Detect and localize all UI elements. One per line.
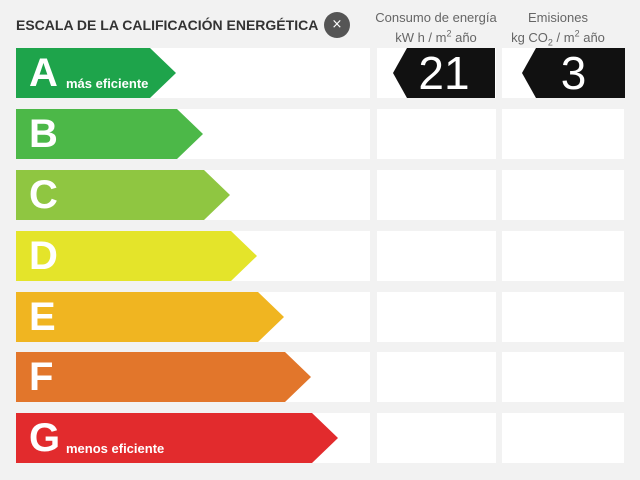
scale-title: ESCALA DE LA CALIFICACIÓN ENERGÉTICA [16,17,319,33]
rating-arrow-b: B [16,109,203,159]
close-button[interactable]: × [324,12,350,38]
emisiones-cell-c [502,170,624,220]
emisiones-cell-e [502,292,624,342]
consumo-cell-g [377,413,496,463]
rating-arrow-f: F [16,352,311,402]
rating-sublabel: más eficiente [66,76,149,91]
consumo-cell-e [377,292,496,342]
rating-arrow-e: E [16,292,284,342]
rating-letter: B [29,112,58,156]
rating-letter: C [29,173,58,217]
emisiones-value-badge: 3 [522,48,625,98]
consumo-header-title: Consumo de energía [375,10,497,25]
emisiones-cell-d [502,231,624,281]
emisiones-cell-b [502,109,624,159]
consumo-cell-f [377,352,496,402]
emisiones-header: Emisiones kg CO2 / m2 año [500,8,616,48]
emisiones-cell-g [502,413,624,463]
rating-arrow-c: C [16,170,230,220]
consumo-cell-d [377,231,496,281]
consumo-cell-b [377,109,496,159]
consumo-value-badge: 21 [393,48,495,98]
rating-letter: F [29,355,54,399]
emisiones-header-unit: kg CO2 / m2 año [511,28,605,48]
emisiones-header-title: Emisiones [528,10,588,25]
rating-sublabel: menos eficiente [66,441,165,456]
rating-letter: E [29,295,56,339]
rating-letter: G [29,416,61,460]
rating-arrow-d: D [16,231,257,281]
rating-letter: D [29,234,58,278]
consumo-cell-c [377,170,496,220]
emisiones-cell-f [502,352,624,402]
rating-letter: A [29,51,58,95]
consumo-header: Consumo de energía kW h / m2 año [372,8,500,48]
consumo-header-unit: kW h / m2 año [395,28,477,45]
